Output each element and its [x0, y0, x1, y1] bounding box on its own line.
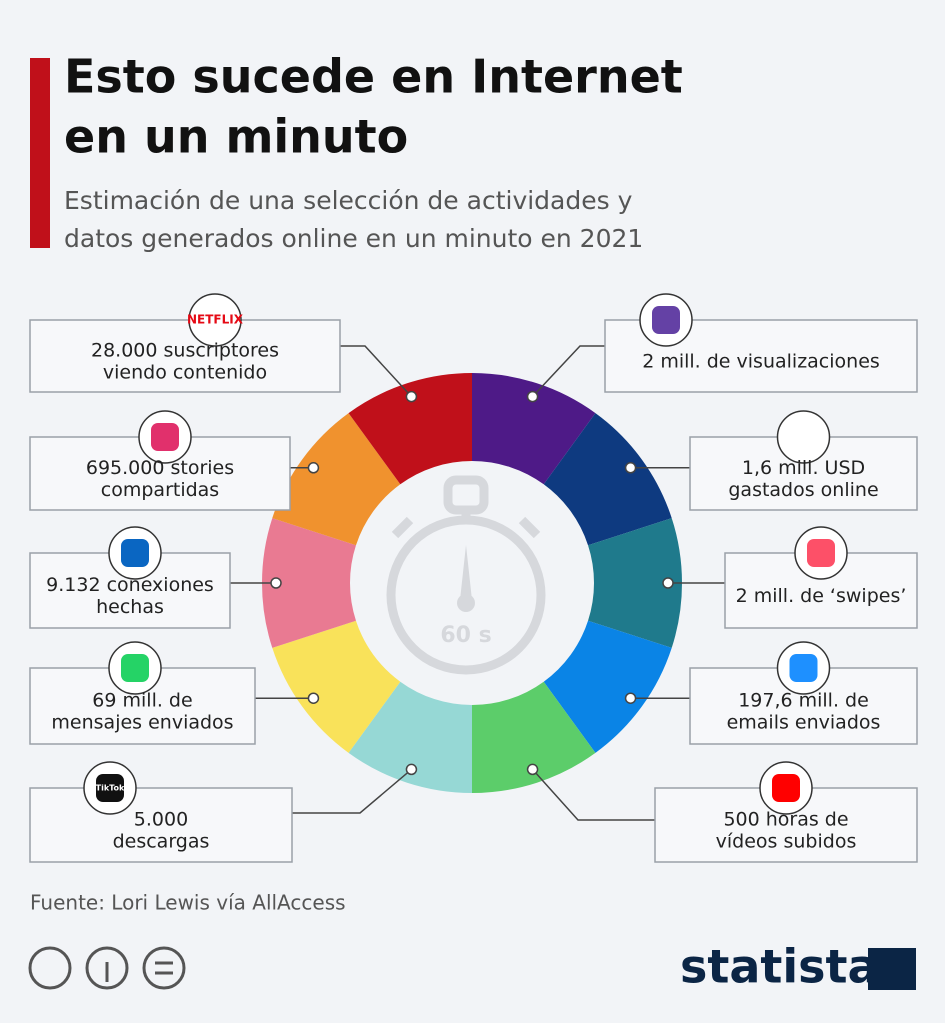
accent-bar: [30, 58, 50, 248]
item-text: 9.132 conexiones: [46, 574, 214, 596]
brand-mark: [868, 948, 916, 990]
ring: [262, 373, 683, 793]
stopwatch-pivot: [457, 594, 475, 612]
ring-segment: [543, 413, 672, 546]
connector-dot: [307, 462, 320, 474]
item-text: 695.000 stories: [86, 457, 234, 479]
ring-segment: [348, 373, 472, 485]
ring-segment: [472, 681, 596, 793]
connector: [292, 768, 412, 814]
item-text: 2 mill. de visualizaciones: [642, 351, 880, 373]
connector-dot: [405, 763, 418, 776]
item-text: 5.000: [134, 809, 188, 831]
item-text: 1,6 mill. USD: [742, 457, 865, 479]
logo-text: TikTok: [96, 784, 125, 793]
source: Fuente: Lori Lewis vía AllAccess: [30, 891, 346, 915]
item-text: descargas: [113, 831, 210, 853]
item-text: 197,6 mill. de: [738, 690, 869, 712]
icon-glyph: [772, 774, 800, 802]
connector-dot: [405, 390, 418, 403]
item-text: mensajes enviados: [51, 712, 233, 734]
item-text: compartidas: [101, 479, 219, 501]
ring-segment: [543, 620, 672, 753]
connector: [340, 345, 412, 398]
item-box: [29, 319, 341, 393]
title: en un minuto: [64, 110, 408, 164]
timer-label: 60 s: [440, 623, 491, 648]
item-text: hechas: [96, 596, 164, 618]
item-text: 28.000 suscriptores: [91, 340, 279, 362]
ring-segment: [588, 518, 683, 648]
stopwatch-hand: [460, 545, 472, 600]
stopwatch: [386, 475, 546, 675]
ring-segment: [272, 620, 401, 753]
subtitle: Estimación de una selección de actividad…: [64, 186, 633, 215]
connector-dot: [624, 462, 637, 474]
ring-segment: [262, 518, 356, 648]
license-icons: [28, 946, 186, 990]
brand: statista: [680, 940, 879, 994]
connector-dot: [270, 577, 282, 589]
icon-glyph: [201, 306, 229, 334]
connector-dot: [662, 577, 674, 589]
icon-glyph: [121, 539, 149, 567]
icon-glyph: [96, 774, 124, 802]
item-text: 500 horas de: [723, 809, 848, 831]
connector-dot: [307, 692, 320, 704]
title: Esto sucede en Internet: [64, 50, 683, 104]
item-text: viendo contenido: [103, 362, 267, 384]
subtitle: datos generados online en un minuto en 2…: [64, 224, 643, 253]
logo-text: NETFLIX: [187, 313, 244, 327]
icon-glyph: [652, 306, 680, 334]
connector: [532, 345, 605, 398]
ring-segment: [472, 373, 596, 485]
item-text: vídeos subidos: [716, 831, 857, 853]
icon-glyph: [789, 423, 818, 451]
icon-glyph: [121, 654, 149, 682]
item-text: gastados online: [728, 479, 878, 501]
item-text: emails enviados: [727, 712, 881, 734]
item-text: 2 mill. de ‘swipes’: [736, 585, 907, 607]
connector-dot: [526, 390, 539, 403]
connector: [532, 768, 655, 821]
connector-dot: [526, 763, 539, 776]
icon-glyph: [151, 423, 179, 451]
item-box: [29, 787, 293, 863]
icon-glyph: [789, 654, 818, 682]
icon-glyph: [807, 539, 835, 567]
ring-segment: [348, 681, 472, 793]
ring-segment: [272, 413, 401, 546]
item-text: 69 mill. de: [92, 690, 192, 712]
connector-dot: [624, 692, 637, 704]
